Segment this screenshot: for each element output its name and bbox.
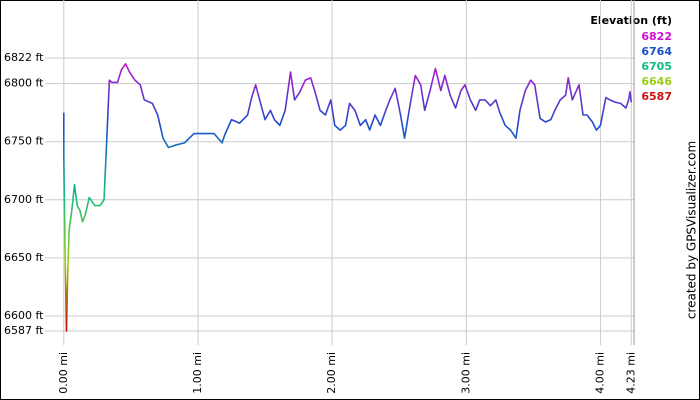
y-tick-label: 6650 ft (4, 251, 44, 264)
y-tick-label: 6750 ft (4, 135, 44, 148)
legend-value: 6646 (641, 75, 672, 88)
y-tick-label: 6822 ft (4, 51, 44, 64)
x-tick-label: 2.00 mi (325, 352, 338, 394)
legend-value: 6764 (641, 45, 672, 58)
x-tick-label: 0.00 mi (57, 352, 70, 394)
credit: created by GPSVisualizer.com (685, 141, 699, 319)
y-tick-label: 6600 ft (4, 309, 44, 322)
y-tick-label: 6700 ft (4, 193, 44, 206)
legend-value: 6587 (641, 90, 672, 103)
elevation-line (62, 63, 633, 332)
legend-value: 6822 (641, 30, 672, 43)
x-tick-label: 3.00 mi (459, 352, 472, 394)
x-tick-label: 1.00 mi (191, 352, 204, 394)
x-tick-label: 4.23 mi (624, 352, 637, 394)
x-tick-label: 4.00 mi (593, 352, 606, 394)
y-tick-label: 6587 ft (4, 324, 44, 337)
legend-value: 6705 (641, 60, 672, 73)
y-tick-label: 6800 ft (4, 77, 44, 90)
